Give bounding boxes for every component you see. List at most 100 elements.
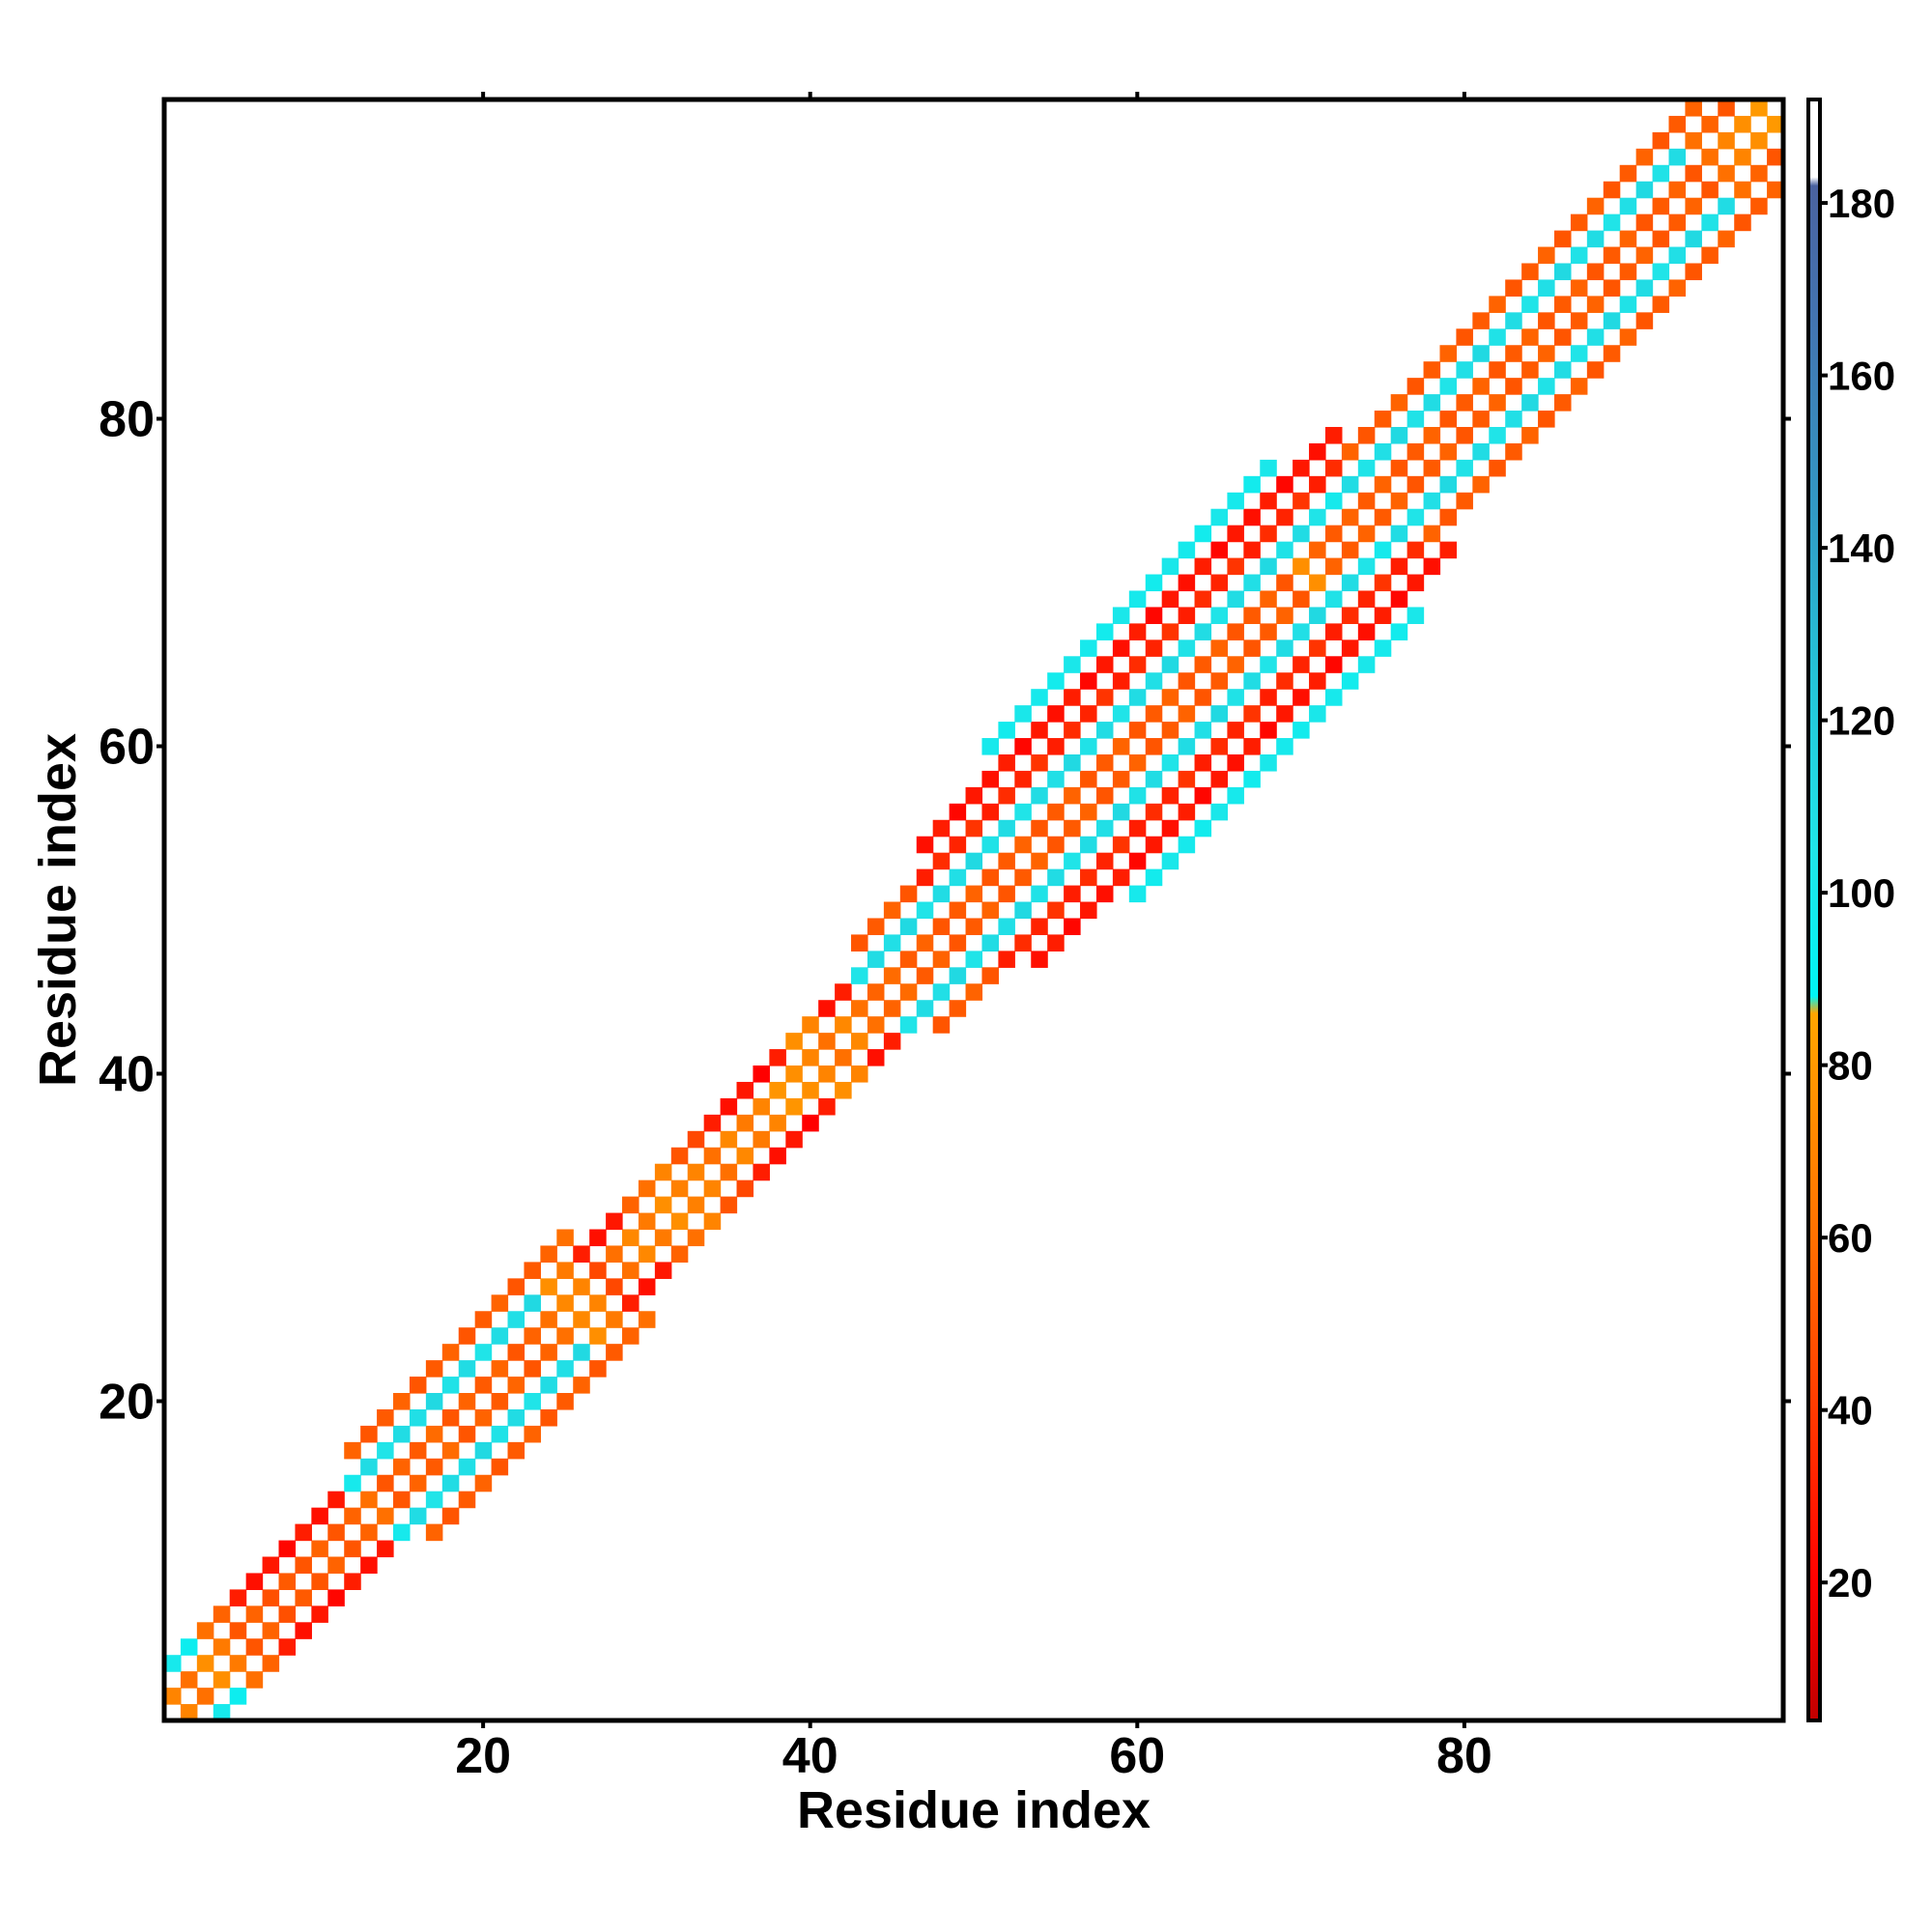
heatmap-cell [638, 1311, 656, 1328]
heatmap-cell [1145, 672, 1163, 690]
heatmap-cell [1472, 475, 1490, 494]
heatmap-cell [1767, 115, 1784, 133]
heatmap-cell [1243, 639, 1261, 657]
heatmap-cell [1767, 181, 1784, 199]
heatmap-cell [867, 1049, 885, 1066]
heatmap-cell [441, 1441, 460, 1460]
heatmap-cell [1128, 590, 1147, 609]
heatmap-cell [1210, 541, 1229, 559]
heatmap-cell [883, 901, 901, 920]
heatmap-cell [540, 1245, 557, 1264]
heatmap-cell [998, 918, 1015, 936]
heatmap-cell [1064, 852, 1081, 870]
heatmap-cell [1668, 148, 1687, 166]
heatmap-cell [1227, 786, 1244, 805]
heatmap-cell [949, 934, 967, 952]
heatmap-cell [1701, 115, 1719, 133]
heatmap-cell [769, 1114, 786, 1132]
heatmap-cell [1685, 164, 1702, 183]
heatmap-cell [1194, 786, 1212, 805]
heatmap-cell [1635, 181, 1654, 199]
heatmap-cell [981, 738, 999, 755]
heatmap-cell [802, 1114, 819, 1132]
x-tick-label: 40 [782, 1728, 838, 1784]
heatmap-cell [425, 1425, 443, 1443]
heatmap-cell [1161, 753, 1179, 772]
heatmap-cell [1145, 607, 1163, 624]
heatmap-cell [1701, 246, 1719, 265]
heatmap-cell [507, 1278, 526, 1295]
heatmap-cell [638, 1245, 656, 1264]
heatmap-cell [1718, 164, 1735, 183]
heatmap-cell [573, 1344, 590, 1361]
heatmap-cell [1128, 722, 1147, 739]
heatmap-cells [164, 99, 1784, 1721]
heatmap-cell [883, 1033, 901, 1050]
heatmap-cell [867, 918, 885, 936]
heatmap-cell [1603, 345, 1621, 362]
heatmap-cell [1128, 885, 1147, 903]
heatmap-cell [441, 1507, 460, 1525]
heatmap-cell [393, 1393, 411, 1410]
heatmap-cell [1505, 442, 1522, 461]
heatmap-cell [540, 1311, 557, 1328]
heatmap-cell [540, 1408, 557, 1427]
heatmap-cell [851, 1065, 868, 1083]
heatmap-cell [1145, 705, 1163, 723]
heatmap-cell [932, 852, 951, 870]
heatmap-cell [377, 1441, 394, 1460]
heatmap-cell [180, 1638, 198, 1656]
heatmap-cell [1064, 656, 1081, 673]
heatmap-cell [1586, 197, 1605, 215]
heatmap-cell [785, 1130, 803, 1149]
heatmap-cell [1456, 426, 1473, 444]
heatmap-cell [1472, 345, 1490, 362]
heatmap-cell [899, 1016, 918, 1034]
heatmap-cell [1095, 819, 1114, 838]
heatmap-cell [1161, 819, 1179, 838]
heatmap-cell [491, 1393, 509, 1410]
heatmap-cell [1521, 426, 1539, 444]
heatmap-cell [1357, 492, 1376, 510]
heatmap-cell [1553, 296, 1572, 313]
heatmap-cell [1750, 99, 1768, 117]
heatmap-cell [1260, 492, 1277, 510]
heatmap-cell [1505, 411, 1522, 428]
heatmap-cell [965, 852, 983, 870]
heatmap-cell [670, 1179, 689, 1198]
heatmap-cell [1619, 263, 1637, 281]
heatmap-cell [1668, 246, 1687, 265]
heatmap-cell [1685, 99, 1702, 117]
heatmap-cell [507, 1311, 526, 1328]
heatmap-cell [245, 1605, 264, 1623]
heatmap-cell [1309, 475, 1326, 494]
heatmap-cell [932, 918, 951, 936]
heatmap-cell [1047, 934, 1065, 952]
heatmap-cell [229, 1688, 247, 1705]
heatmap-cell [1210, 508, 1229, 526]
heatmap-cell [1586, 263, 1605, 281]
heatmap-cell [1260, 590, 1277, 609]
heatmap-cell [213, 1638, 231, 1656]
heatmap-cell [1456, 492, 1473, 510]
heatmap-cell [899, 918, 918, 936]
heatmap-cell [573, 1377, 590, 1394]
heatmap-cell [1635, 279, 1654, 297]
heatmap-cell [573, 1278, 590, 1295]
heatmap-cell [1652, 230, 1670, 248]
heatmap-cell [851, 1033, 868, 1050]
heatmap-cell [1324, 623, 1343, 640]
heatmap-cell [1538, 345, 1555, 362]
heatmap-cell [1668, 213, 1687, 232]
heatmap-cell [965, 918, 983, 936]
heatmap-cell [851, 1000, 868, 1017]
heatmap-cell [229, 1655, 247, 1672]
heatmap-cell [1668, 279, 1687, 297]
heatmap-cell [245, 1573, 264, 1591]
heatmap-cell [377, 1408, 394, 1427]
heatmap-cell [916, 967, 934, 984]
y-tick-label: 40 [99, 1046, 155, 1102]
heatmap-cell [1603, 279, 1621, 297]
heatmap-cell [1095, 722, 1114, 739]
heatmap-cell [867, 983, 885, 1001]
